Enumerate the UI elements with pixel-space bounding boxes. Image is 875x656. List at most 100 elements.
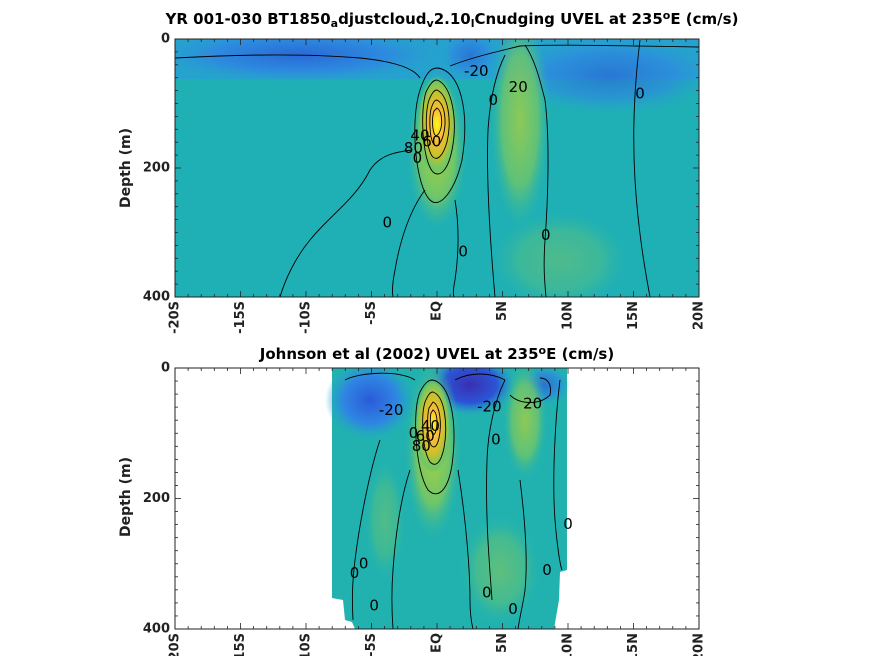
title-fragment: Cnudging UVEL at 235 xyxy=(475,10,663,28)
x-tick-label: -5S xyxy=(364,301,379,325)
title-fragment: o xyxy=(539,344,547,357)
x-tick-label: 5N xyxy=(495,301,510,321)
contour-line xyxy=(415,379,455,495)
deep-green-patch xyxy=(365,460,405,580)
y-axis-label: Depth (m) xyxy=(118,457,134,537)
title-fragment: E (cm/s) xyxy=(546,345,614,363)
westward-surface-lobe-south xyxy=(325,368,415,440)
contour-line xyxy=(429,99,446,147)
title-fragment: djustcloud xyxy=(338,10,426,28)
contour-label: -20 xyxy=(464,62,489,80)
contour-label: 0 xyxy=(563,515,573,533)
title-fragment: v xyxy=(427,17,435,30)
contour-line xyxy=(175,54,421,79)
undercurrent-core xyxy=(417,75,457,175)
x-tick-label: EQ xyxy=(430,301,445,321)
title-fragment: 2.10 xyxy=(434,10,471,28)
contour-label: 0 xyxy=(458,242,468,260)
contour-line xyxy=(486,379,506,601)
contour-line xyxy=(427,401,441,448)
contour-label: 0 xyxy=(635,84,645,102)
y-tick-label: 200 xyxy=(143,491,170,506)
contour-line xyxy=(517,479,527,629)
x-tick-label: -20S xyxy=(168,301,183,334)
deep-green-patch xyxy=(490,210,630,297)
y-tick-label: 0 xyxy=(161,361,170,376)
contour-line xyxy=(452,199,459,297)
x-tick-label: 15N xyxy=(626,301,641,330)
contour-label: 0 xyxy=(413,149,423,167)
contour-label: 0 xyxy=(409,424,419,442)
x-tick-label: -5S xyxy=(364,633,379,656)
contour-label: -20 xyxy=(379,401,404,419)
contour-line xyxy=(279,149,413,297)
x-tick-label: -20S xyxy=(168,633,183,656)
contour-line xyxy=(422,391,447,465)
y-tick-label: 400 xyxy=(143,290,170,305)
contour-label: 0 xyxy=(541,226,551,244)
title-fragment: l xyxy=(471,17,475,30)
x-tick-label: 5N xyxy=(495,633,510,653)
x-tick-label: 20N xyxy=(692,301,707,330)
contour-label: 0 xyxy=(489,91,499,109)
title-fragment: a xyxy=(331,17,338,30)
contour-line xyxy=(425,89,450,159)
chart-title: Johnson et al (2002) UVEL at 235oE (cm/s… xyxy=(259,344,614,363)
contour-line xyxy=(391,469,411,629)
westward-surface-lobe-north xyxy=(500,39,699,115)
contour-lines xyxy=(175,39,699,297)
contour-label: 0 xyxy=(350,564,360,582)
chart-title: YR 001-030 BT1850adjustcloudv2.10lCnudgi… xyxy=(165,9,739,30)
x-tick-label: -10S xyxy=(299,633,314,656)
contour-line xyxy=(391,189,426,297)
contour-label: 20 xyxy=(509,78,528,96)
contour-label: 60 xyxy=(422,133,441,151)
contour-line xyxy=(487,54,506,297)
contour-label: 0 xyxy=(482,584,492,602)
contour-line xyxy=(553,379,563,571)
contour-line xyxy=(344,372,416,381)
contour-line xyxy=(454,373,506,381)
x-tick-label: 20N xyxy=(692,633,707,656)
x-tick-label: -15S xyxy=(233,633,248,656)
x-tick-label: 10N xyxy=(561,301,576,330)
contour-label: -20 xyxy=(477,398,502,416)
contour-line xyxy=(449,44,699,67)
contour-label: 60 xyxy=(416,427,435,445)
contour-label: 80 xyxy=(404,139,423,157)
x-tick-label: -10S xyxy=(299,301,314,334)
contour-label: 0 xyxy=(369,597,379,615)
contour-line xyxy=(509,377,551,403)
deep-green-patch xyxy=(460,515,540,625)
title-fragment: E (cm/s) xyxy=(670,10,738,28)
title-fragment: Johnson et al (2002) UVEL at 235 xyxy=(259,345,539,363)
countercurrent-band xyxy=(503,368,547,480)
contour-line xyxy=(457,469,474,629)
westward-surface-lobe-south xyxy=(175,39,450,83)
contour-line xyxy=(432,107,443,136)
contour-label: 0 xyxy=(542,561,552,579)
contour-label: 0 xyxy=(508,600,518,618)
contour-line xyxy=(422,79,455,175)
x-tick-label: 15N xyxy=(626,633,641,656)
x-tick-label: EQ xyxy=(430,633,445,653)
contour-line xyxy=(351,439,381,621)
contour-label: 0 xyxy=(382,213,392,231)
title-fragment: o xyxy=(663,9,671,22)
contour-line xyxy=(414,67,466,203)
contour-label: 40 xyxy=(421,417,440,435)
title-fragment: YR 001-030 BT1850 xyxy=(165,10,331,28)
y-tick-label: 200 xyxy=(143,161,170,176)
countercurrent-band xyxy=(490,39,550,230)
contour-line xyxy=(524,44,549,297)
contour-label: 0 xyxy=(359,554,369,572)
x-tick-label: -15S xyxy=(233,301,248,334)
contour-lines xyxy=(344,372,563,629)
